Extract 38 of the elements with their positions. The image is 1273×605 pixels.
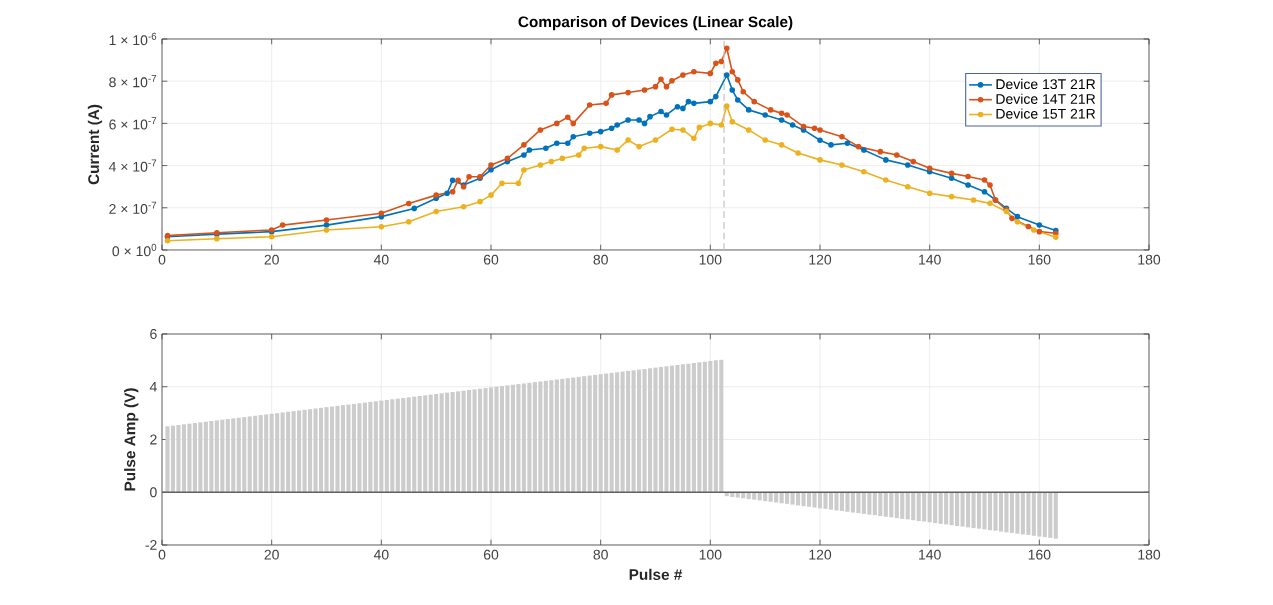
y-axis-title: Current (A): [87, 104, 103, 185]
y-tick-label: 0: [150, 487, 157, 498]
x-tick-label: 80: [593, 549, 608, 560]
y-tick-label: 8 × 10$^{-7}$: [109, 75, 157, 88]
x-tick-label: 160: [1028, 549, 1051, 560]
y-tick-label: 0 × 10$^{0}$: [112, 243, 157, 257]
x-tick-label: 140: [919, 254, 941, 265]
x-tick-label: 40: [373, 549, 389, 560]
x-tick-label: 20: [264, 549, 279, 560]
x-tick-label: 60: [483, 254, 499, 265]
legend-label: Device 13T 21R: [996, 78, 1096, 90]
legend-label: Device 14T 21R: [996, 93, 1096, 104]
x-tick-label: 120: [809, 254, 832, 265]
x-tick-label: 100: [699, 254, 722, 265]
x-tick-label: 0: [158, 254, 166, 265]
x-tick-label: 160: [1028, 254, 1051, 265]
x-tick-label: 40: [373, 254, 389, 265]
x-tick-label: 180: [1138, 254, 1161, 265]
x-tick-label: 180: [1138, 549, 1161, 560]
y-axis-title: Pulse Amp (V): [124, 388, 139, 491]
x-tick-label: 140: [919, 549, 941, 560]
legend-label: Device 15T 21R: [996, 108, 1096, 119]
x-tick-label: 100: [699, 549, 722, 560]
chart-title: Comparison of Devices (Linear Scale): [518, 15, 793, 31]
x-tick-label: 20: [264, 254, 279, 265]
y-tick-label: 2: [150, 434, 157, 445]
y-tick-label: 4: [149, 381, 157, 392]
y-tick-label: 6 × 10$^{-7}$: [109, 117, 157, 130]
y-tick-label: 6: [150, 329, 157, 339]
x-tick-label: 0: [158, 549, 166, 560]
y-tick-label: 4 × 10$^{-7}$: [108, 159, 157, 172]
y-tick-label: 1 × 10$^{-6}$: [109, 32, 157, 46]
x-tick-label: 60: [483, 549, 499, 560]
x-tick-label: 80: [593, 254, 608, 265]
x-axis-title: Pulse #: [629, 568, 683, 581]
y-tick-label: 2 × 10$^{-7}$: [109, 201, 157, 214]
x-tick-label: 120: [809, 549, 832, 560]
y-tick-label: -2: [145, 540, 157, 550]
